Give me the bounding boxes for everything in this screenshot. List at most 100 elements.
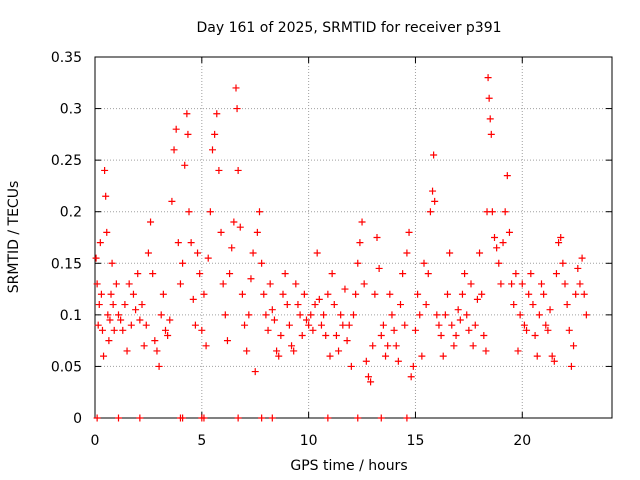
data-point [546, 306, 554, 314]
data-point [463, 311, 471, 319]
data-point [149, 270, 157, 278]
y-tick-label: 0.1 [60, 308, 82, 324]
data-point [371, 290, 379, 298]
data-point [189, 295, 197, 303]
data-point [127, 321, 135, 329]
data-point [200, 414, 208, 422]
data-point [136, 414, 144, 422]
data-point [518, 280, 526, 288]
y-tick-label: 0.3 [60, 102, 82, 118]
data-point [101, 166, 109, 174]
data-point [298, 331, 306, 339]
data-point [132, 306, 140, 314]
data-point [369, 342, 377, 350]
data-point [540, 290, 548, 298]
data-point [582, 311, 590, 319]
data-point [285, 321, 293, 329]
data-point [176, 280, 184, 288]
data-point [343, 337, 351, 345]
data-point [362, 357, 370, 365]
data-point [337, 311, 345, 319]
data-point [478, 290, 486, 298]
data-point [288, 342, 296, 350]
data-point [373, 234, 381, 241]
data-point [576, 280, 584, 288]
data-point [181, 161, 189, 169]
data-point [570, 342, 578, 350]
data-point [467, 280, 475, 288]
data-point [580, 290, 588, 298]
data-point [317, 321, 325, 329]
data-point [300, 290, 308, 298]
data-point [437, 331, 445, 339]
data-point [147, 218, 155, 226]
data-point [487, 130, 495, 138]
data-point [211, 130, 219, 138]
data-point [204, 254, 212, 262]
data-point [352, 290, 360, 298]
data-point [379, 321, 387, 329]
data-point [196, 270, 204, 278]
data-point [430, 151, 438, 159]
data-point [520, 321, 528, 329]
data-point [236, 223, 244, 231]
data-point [561, 280, 569, 288]
data-point [514, 347, 522, 355]
x-tick-label: 10 [300, 433, 318, 449]
data-point [324, 290, 332, 298]
data-point [200, 290, 208, 298]
data-point [473, 295, 481, 303]
data-point [326, 352, 334, 360]
data-point [358, 218, 366, 226]
data-point [119, 326, 127, 334]
data-point [294, 301, 302, 309]
data-point [505, 228, 513, 236]
data-point [102, 192, 110, 200]
data-point [548, 352, 556, 360]
data-point [97, 290, 105, 298]
data-point [354, 414, 362, 422]
data-point [230, 218, 238, 226]
data-point [134, 270, 142, 278]
data-point [461, 270, 469, 278]
data-point [444, 290, 451, 298]
data-point [529, 301, 537, 309]
data-point [292, 280, 300, 288]
data-point [268, 306, 276, 314]
data-point [283, 301, 291, 309]
data-point [578, 254, 586, 262]
chart-title: Day 161 of 2025, SRMTID for receiver p39… [196, 20, 501, 36]
data-point [550, 357, 558, 365]
data-point [377, 414, 385, 422]
y-tick-label: 0 [73, 411, 82, 427]
data-point [123, 347, 131, 355]
data-point [471, 321, 479, 329]
data-point [194, 249, 202, 257]
x-axis-label: GPS time / hours [290, 458, 407, 474]
data-point [93, 414, 101, 422]
data-point [303, 316, 310, 324]
data-point [367, 378, 375, 386]
data-point [219, 280, 227, 288]
x-tick-label: 15 [407, 433, 425, 449]
data-point [140, 342, 148, 350]
data-point [350, 311, 357, 319]
data-point [217, 228, 225, 236]
data-point [394, 357, 402, 365]
data-point [422, 301, 430, 309]
data-point [322, 331, 330, 339]
data-point [535, 311, 543, 319]
data-point [431, 197, 439, 205]
data-point [557, 234, 565, 241]
data-point [142, 321, 150, 329]
data-point [335, 347, 343, 355]
data-point [183, 110, 191, 118]
data-point [144, 249, 152, 257]
data-point [484, 74, 492, 82]
data-point [572, 290, 580, 298]
data-point [426, 208, 434, 216]
data-point [233, 105, 241, 113]
data-point [166, 316, 174, 324]
data-point [270, 316, 278, 324]
